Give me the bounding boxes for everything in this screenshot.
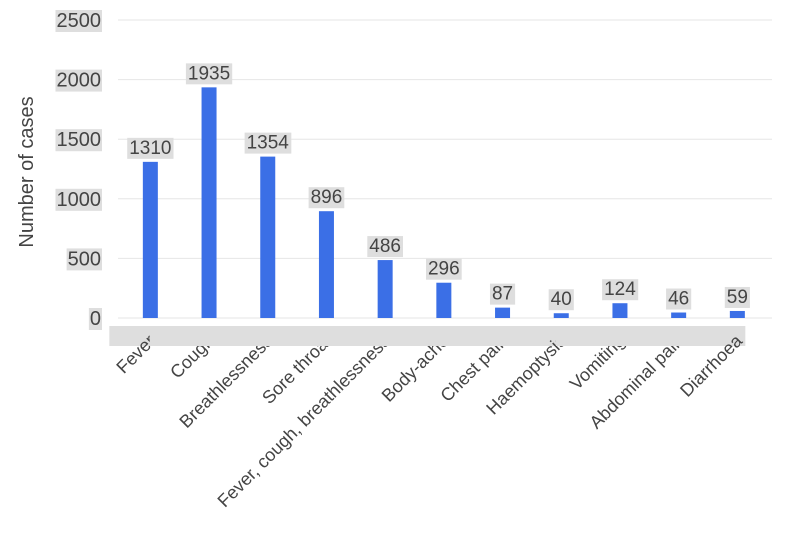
bar (436, 282, 452, 318)
y-tick-label: 1500 (57, 129, 102, 151)
data-label: 124 (604, 279, 636, 300)
label-background (55, 188, 102, 211)
data-label: 896 (311, 187, 343, 208)
y-tick-label: 1000 (57, 189, 102, 211)
label-background (55, 129, 102, 152)
bar (377, 260, 393, 318)
data-label: 296 (428, 259, 460, 280)
label-background (663, 326, 746, 346)
data-label: 1935 (188, 63, 230, 84)
bars (142, 87, 745, 319)
label-background (66, 248, 102, 271)
data-label: 1310 (129, 138, 171, 159)
y-axis-ticks: 0 500 1000 1500 2000 2500 (55, 10, 102, 330)
label-background (548, 289, 574, 311)
bar (729, 310, 745, 318)
y-tick-label: 500 (68, 248, 101, 270)
data-label: 87 (492, 284, 513, 305)
label-background (55, 10, 102, 32)
label-background (88, 308, 102, 330)
y-tick-label: 0 (90, 308, 101, 330)
bar (142, 161, 158, 318)
label-background (55, 69, 102, 92)
label-background (724, 286, 750, 308)
bar (671, 312, 687, 318)
data-label: 59 (727, 287, 748, 308)
label-background (462, 326, 569, 346)
bar (553, 313, 569, 318)
label-background (308, 187, 345, 209)
label-background (489, 283, 516, 305)
label-background (367, 236, 404, 258)
label-background (109, 326, 158, 346)
bar (495, 307, 511, 318)
label-background (244, 132, 292, 154)
bar (260, 156, 276, 318)
bar (612, 303, 628, 318)
y-tick-label: 2000 (57, 70, 102, 92)
y-tick-label: 2500 (57, 10, 102, 32)
label-background (127, 137, 174, 159)
data-label: 46 (668, 289, 689, 310)
bar (318, 211, 334, 318)
data-labels: 1310 1935 1354 896 486 296 87 40 124 46 59 (127, 63, 750, 311)
label-background (666, 288, 692, 310)
label-background (155, 326, 393, 346)
label-background (185, 63, 233, 85)
data-label: 40 (551, 289, 572, 310)
data-label: 1354 (247, 133, 290, 154)
label-background (559, 326, 686, 346)
label-background (602, 279, 639, 301)
bar (201, 87, 217, 319)
data-label: 486 (369, 236, 401, 257)
y-axis-title: Number of cases (16, 96, 38, 247)
label-background (425, 258, 462, 280)
